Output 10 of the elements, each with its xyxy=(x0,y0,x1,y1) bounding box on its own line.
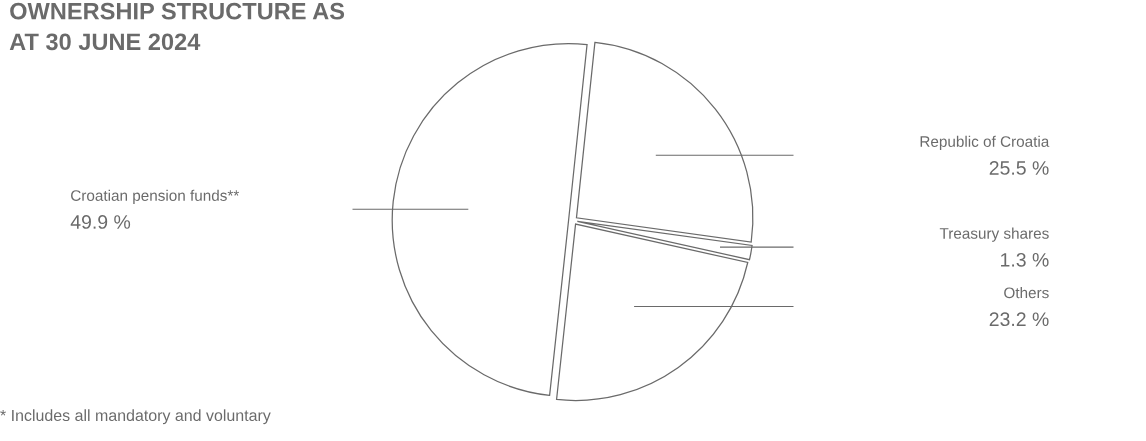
data-label: 1.3 % xyxy=(1001,252,1049,267)
data-label: 25.5 % xyxy=(989,161,1049,175)
slice-label: Republic of Croatia xyxy=(920,135,1050,150)
chart-title: OWNERSHIP STRUCTURE AS AT 30 JUNE 2024 xyxy=(9,2,345,51)
data-label: 49.9 % xyxy=(70,215,131,229)
data-label: 23.2 % xyxy=(989,312,1049,327)
slice-label: Croatian pension funds** xyxy=(71,189,240,204)
text: * Includes all mandatory and voluntary xyxy=(0,409,271,425)
slice-label: Treasury shares xyxy=(939,227,1049,242)
slice-label: Others xyxy=(1004,287,1049,299)
